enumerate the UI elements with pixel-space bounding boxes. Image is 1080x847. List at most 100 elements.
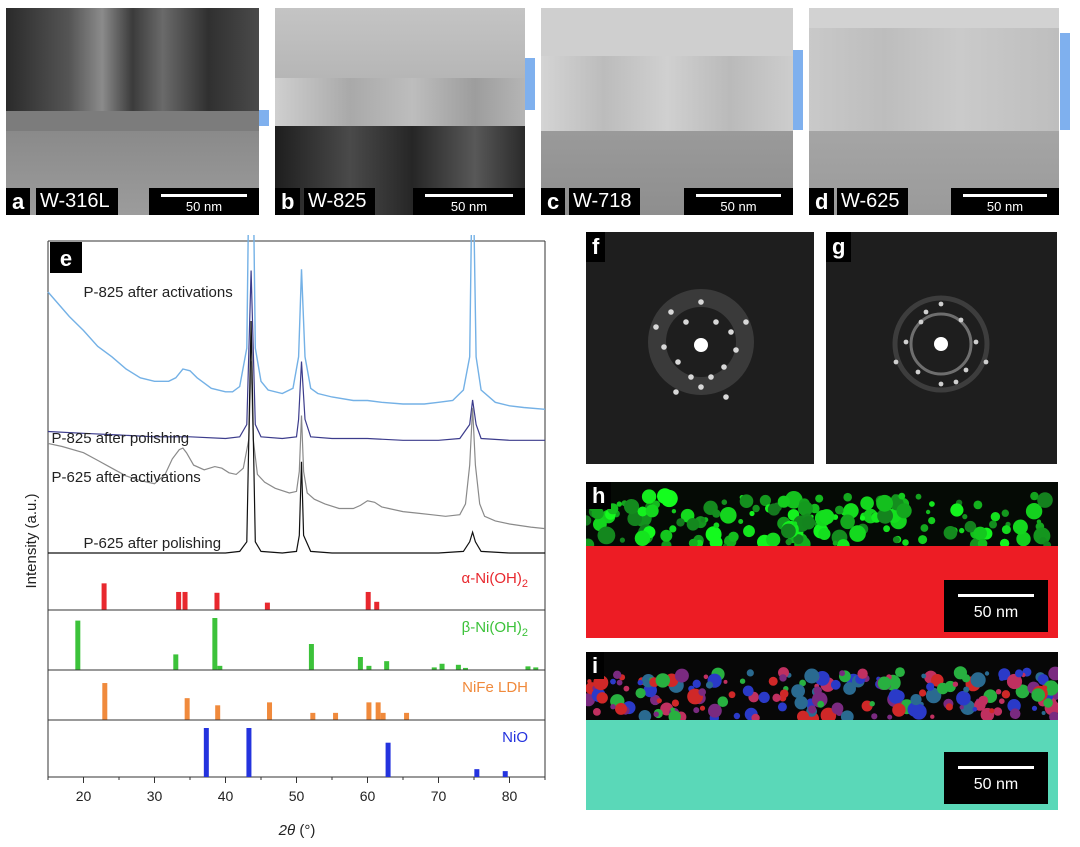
reference-peak <box>102 683 108 720</box>
reference-peak <box>525 666 531 670</box>
reference-peak <box>310 712 316 720</box>
eds-map-panel-i: i 50 nm <box>586 652 1058 810</box>
reference-peak <box>502 771 508 777</box>
panel-letter: b <box>275 188 301 215</box>
saed-panel-g: g <box>826 232 1057 464</box>
scale-bar: 50 nm <box>684 188 793 215</box>
x-axis-label: 2θ (°) <box>278 822 316 839</box>
reference-peak <box>101 583 107 610</box>
scale-bar: 50 nm <box>413 188 525 215</box>
layer-thickness-marker <box>259 110 269 126</box>
reference-label: NiO <box>502 729 528 746</box>
reference-peak <box>217 665 223 670</box>
tem-panel-b: b W-825 50 nm <box>275 8 525 215</box>
tem-interface <box>6 111 259 131</box>
reference-peak <box>375 702 381 720</box>
series-label: P-825 after polishing <box>52 430 190 447</box>
x-tick-label: 70 <box>431 788 447 804</box>
eds-map-image <box>586 482 1058 638</box>
reference-peak <box>357 657 363 670</box>
reference-peak <box>404 712 410 720</box>
panel-letter: d <box>809 188 835 215</box>
reference-peak <box>385 742 391 777</box>
saed-panel-f: f <box>586 232 814 464</box>
tem-coating-layer <box>275 78 525 126</box>
reference-peak <box>431 667 437 670</box>
reference-peak <box>462 667 468 670</box>
panel-letter: c <box>541 188 566 215</box>
sample-label: W-718 <box>569 188 640 215</box>
reference-peak <box>384 661 390 670</box>
sample-label: W-825 <box>304 188 375 215</box>
reference-peak <box>214 592 220 610</box>
sample-label: W-316L <box>36 188 118 215</box>
x-tick-label: 60 <box>360 788 376 804</box>
xrd-trace-3 <box>48 320 545 554</box>
scale-bar: 50 nm <box>951 188 1059 215</box>
tem-vacuum <box>541 8 793 56</box>
scale-bar: 50 nm <box>944 752 1048 804</box>
diffraction-pattern <box>648 289 754 400</box>
reference-peak <box>333 712 339 720</box>
series-label: P-825 after activations <box>84 284 233 301</box>
reference-peak <box>176 591 182 610</box>
x-tick-label: 50 <box>289 788 305 804</box>
tem-panel-a: a W-316L 50 nm <box>6 8 259 215</box>
reference-peak <box>366 665 372 670</box>
layer-thickness-marker <box>793 50 803 130</box>
reference-peak <box>212 618 218 670</box>
sample-label: W-625 <box>837 188 908 215</box>
reference-peak <box>455 664 461 670</box>
reference-peak <box>366 702 372 720</box>
reference-peak <box>203 728 209 777</box>
panel-letter: g <box>826 232 852 262</box>
reference-peak <box>75 620 81 670</box>
tem-panel-d: d W-625 50 nm <box>809 8 1059 215</box>
panel-letter: h <box>586 482 612 509</box>
xrd-trace-0 <box>47 235 546 410</box>
reference-peak <box>182 591 188 610</box>
scale-bar: 50 nm <box>149 188 259 215</box>
reference-peak <box>474 769 480 777</box>
panel-letter-bg <box>50 242 82 273</box>
eds-map-panel-h: h 50 nm <box>586 482 1058 638</box>
xrd-chart: e P-825 after activations P-825 after pol… <box>23 235 546 839</box>
reference-peak <box>439 663 445 670</box>
diffraction-pattern <box>892 295 990 393</box>
layer-thickness-marker <box>1060 33 1070 130</box>
layer-thickness-marker <box>525 58 535 110</box>
reference-peak <box>533 667 539 670</box>
reference-peak <box>365 591 371 610</box>
reference-peak <box>267 702 273 720</box>
xrd-trace-2 <box>47 361 546 530</box>
y-axis-label: Intensity (a.u.) <box>23 493 40 588</box>
tem-coating-layer <box>809 28 1059 131</box>
reference-peak <box>308 644 314 670</box>
reference-label: α-Ni(OH)2 <box>462 570 528 590</box>
reference-peak <box>374 601 380 610</box>
series-label: P-625 after polishing <box>84 535 222 552</box>
reference-peak <box>215 705 221 720</box>
x-tick-label: 40 <box>218 788 234 804</box>
panel-letter: e <box>60 246 72 271</box>
tem-coating-layer <box>541 56 793 131</box>
tem-vacuum <box>275 8 525 78</box>
tem-panel-c: c W-718 50 nm <box>541 8 793 215</box>
tem-vacuum <box>809 8 1059 28</box>
x-tick-label: 30 <box>147 788 163 804</box>
reference-peak <box>246 728 252 777</box>
x-tick-label: 80 <box>502 788 518 804</box>
reference-peak <box>264 602 270 610</box>
x-tick-label: 20 <box>76 788 92 804</box>
panel-letter: f <box>586 232 606 262</box>
tem-coating-layer <box>6 8 259 111</box>
reference-label: NiFe LDH <box>462 679 528 696</box>
panel-letter: i <box>586 652 605 679</box>
reference-label: β-Ni(OH)2 <box>462 619 528 639</box>
reference-peak <box>173 654 179 670</box>
series-label: P-625 after activations <box>52 469 201 486</box>
reference-peak <box>184 698 190 720</box>
scale-bar: 50 nm <box>944 580 1048 632</box>
reference-peak <box>380 712 386 720</box>
panel-letter: a <box>6 188 31 215</box>
